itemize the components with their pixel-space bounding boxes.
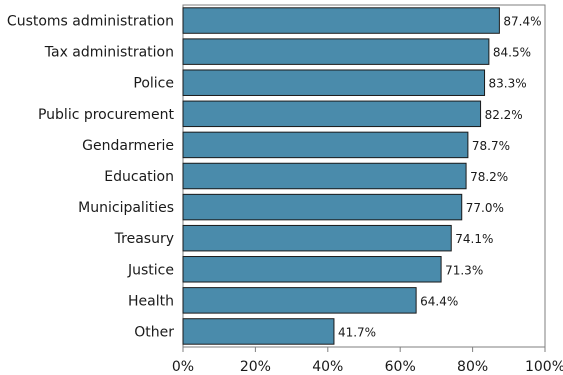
value-label: 74.1% xyxy=(455,232,493,246)
x-tick-label: 20% xyxy=(240,359,271,375)
bar-3 xyxy=(182,100,482,128)
value-label: 87.4% xyxy=(503,15,541,29)
category-label: Tax administration xyxy=(44,45,174,61)
bar-2 xyxy=(182,69,486,96)
bar-1 xyxy=(182,38,490,65)
x-tick-label: 0% xyxy=(172,359,194,375)
category-label: Gendarmerie xyxy=(82,138,174,154)
value-label: 64.4% xyxy=(420,294,458,308)
x-tick-label: 40% xyxy=(312,359,343,375)
value-label: 82.2% xyxy=(485,108,523,122)
x-axis: 0% 20% 40% 60% 80% 100% xyxy=(172,347,563,375)
labels: Customs administration 87.4% Tax administr… xyxy=(7,14,542,341)
value-label: 71.3% xyxy=(445,263,483,277)
category-label: Municipalities xyxy=(78,200,174,216)
value-label: 41.7% xyxy=(338,325,376,339)
value-label: 78.2% xyxy=(470,170,508,184)
bars xyxy=(182,7,500,345)
bar-5 xyxy=(182,162,467,190)
category-label: Treasury xyxy=(114,231,174,247)
x-tick-label: 80% xyxy=(457,359,488,375)
bar-6 xyxy=(182,193,463,221)
bar-7 xyxy=(182,224,452,252)
value-label: 84.5% xyxy=(493,46,531,60)
category-label: Public procurement xyxy=(38,107,175,123)
x-tick-label: 60% xyxy=(385,359,416,375)
category-label: Education xyxy=(104,169,174,185)
category-label: Customs administration xyxy=(7,14,174,30)
bar-9 xyxy=(182,287,417,314)
category-label: Health xyxy=(128,293,174,309)
x-tick-label: 100% xyxy=(525,359,563,375)
category-label: Justice xyxy=(127,262,174,278)
bar-4 xyxy=(182,131,469,159)
value-label: 77.0% xyxy=(466,201,504,215)
bar-0 xyxy=(182,7,500,34)
value-label: 83.3% xyxy=(489,77,527,91)
category-label: Police xyxy=(133,76,174,92)
category-label: Other xyxy=(134,324,174,340)
bar-10 xyxy=(182,318,335,345)
value-label: 78.7% xyxy=(472,139,510,153)
bar-8 xyxy=(182,256,442,283)
